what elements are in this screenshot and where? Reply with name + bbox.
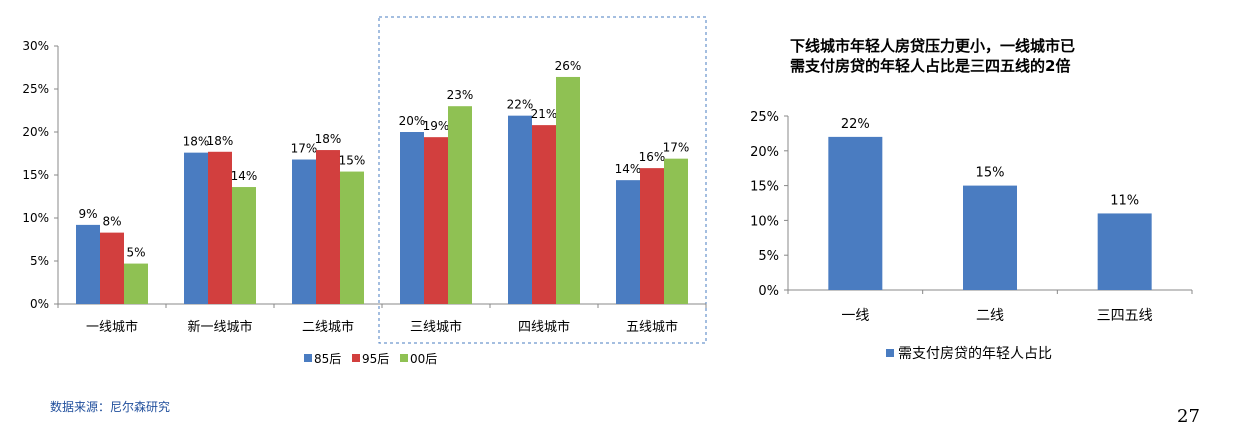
- data-label: 17%: [291, 142, 318, 156]
- data-label: 23%: [447, 88, 474, 102]
- bar: [963, 185, 1017, 290]
- bar: [184, 152, 208, 304]
- data-label: 19%: [423, 119, 450, 133]
- legend-swatch: [304, 354, 312, 362]
- y-tick-label: 15%: [22, 168, 49, 182]
- right-chart-title: 下线城市年轻人房贷压力更小，一线城市已 需支付房贷的年轻人占比是三四五线的2倍: [790, 36, 1190, 76]
- legend-swatch: [400, 354, 408, 362]
- data-label: 16%: [639, 150, 666, 164]
- category-label: 二线: [976, 308, 1004, 324]
- category-label: 五线城市: [626, 319, 678, 335]
- bar: [208, 151, 232, 304]
- y-tick-label: 20%: [22, 125, 49, 139]
- y-tick-label: 10%: [22, 211, 49, 225]
- bar: [76, 224, 100, 304]
- data-label: 11%: [1110, 193, 1139, 208]
- y-tick-label: 0%: [30, 297, 49, 311]
- data-label: 21%: [531, 107, 558, 121]
- bar: [232, 187, 256, 304]
- data-label: 15%: [976, 166, 1005, 181]
- bar: [100, 232, 124, 304]
- category-label: 三四五线: [1097, 308, 1153, 324]
- data-label: 14%: [615, 162, 642, 176]
- data-label: 26%: [555, 59, 582, 73]
- bar: [292, 159, 316, 304]
- data-source-note: 数据来源：尼尔森研究: [50, 400, 171, 414]
- data-label: 22%: [841, 117, 870, 132]
- y-tick-label: 20%: [750, 145, 779, 160]
- bar: [340, 171, 364, 304]
- legend-swatch: [352, 354, 360, 362]
- legend-label: 需支付房贷的年轻人占比: [898, 346, 1052, 362]
- bar: [664, 158, 688, 304]
- page-number: 27: [1177, 406, 1200, 427]
- bar: [828, 136, 883, 290]
- category-label: 三线城市: [410, 319, 462, 335]
- data-label: 17%: [663, 141, 690, 155]
- y-tick-label: 25%: [22, 82, 49, 96]
- legend-swatch: [886, 349, 894, 357]
- left-bar-chart: 0%5%10%15%20%25%30%9%8%5%一线城市18%18%14%新一…: [22, 16, 707, 366]
- legend-label: 85后: [314, 352, 341, 366]
- data-label: 9%: [78, 207, 97, 221]
- bar: [532, 125, 556, 305]
- legend-label: 95后: [362, 352, 389, 366]
- right-chart-title-line1: 下线城市年轻人房贷压力更小，一线城市已: [790, 37, 1076, 55]
- data-label: 14%: [231, 169, 258, 183]
- right-chart-title-line2: 需支付房贷的年轻人占比是三四五线的2倍: [790, 57, 1071, 75]
- data-label: 8%: [102, 215, 121, 229]
- bar: [556, 76, 580, 305]
- y-tick-label: 5%: [758, 249, 779, 264]
- bar: [124, 263, 148, 304]
- y-tick-label: 10%: [750, 214, 779, 229]
- category-label: 一线城市: [86, 319, 138, 335]
- category-label: 二线城市: [302, 319, 354, 335]
- highlight-box: [378, 16, 707, 344]
- y-tick-label: 25%: [750, 110, 779, 125]
- right-bar-chart: 0% 5% 10% 15% 20% 25% 22% 一线 15% 二线 11% 三四五线需支付房贷的年…: [750, 110, 1193, 362]
- y-tick-label: 30%: [22, 39, 49, 53]
- data-label: 18%: [207, 134, 234, 148]
- data-label: 5%: [126, 246, 145, 260]
- bar: [316, 150, 340, 304]
- category-label: 一线: [841, 308, 869, 324]
- y-tick-label: 5%: [30, 254, 49, 268]
- bar: [640, 168, 664, 304]
- category-label: 四线城市: [518, 319, 570, 335]
- y-tick-label: 0%: [758, 284, 779, 299]
- bar: [508, 115, 532, 304]
- bar: [1097, 213, 1152, 290]
- data-label: 18%: [183, 135, 210, 149]
- data-label: 18%: [315, 132, 342, 146]
- data-label: 20%: [399, 114, 426, 128]
- bar: [400, 132, 424, 304]
- data-label: 15%: [339, 154, 366, 168]
- bar: [448, 106, 472, 304]
- bar: [616, 180, 640, 304]
- y-tick-label: 15%: [750, 180, 779, 195]
- category-label: 新一线城市: [187, 319, 252, 335]
- bar: [424, 137, 448, 304]
- data-label: 22%: [507, 98, 534, 112]
- legend-label: 00后: [410, 352, 437, 366]
